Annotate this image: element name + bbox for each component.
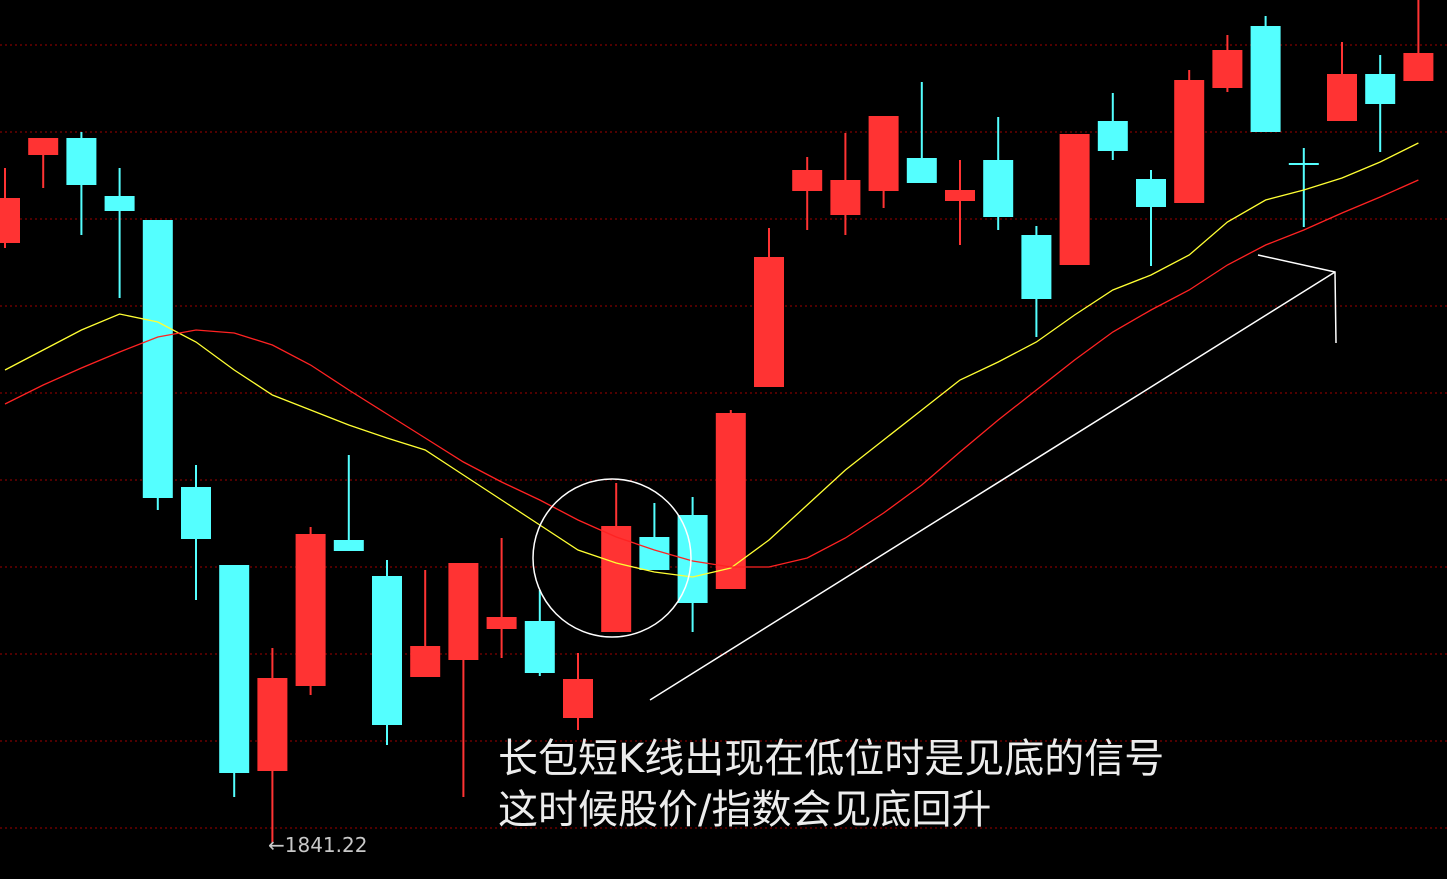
candle-body [983, 160, 1014, 217]
candle-body [754, 257, 784, 387]
candle-body [1250, 26, 1281, 132]
annotation: 这时候股价/指数会见底回升 [498, 787, 991, 833]
moving-average [4, 179, 1419, 568]
candle-body [104, 196, 135, 211]
candle-body [448, 563, 479, 660]
candle-body [906, 158, 937, 183]
candle-body [601, 526, 632, 632]
candle-body [1174, 80, 1205, 203]
candle-body [945, 190, 975, 201]
candle-body [677, 515, 708, 603]
candle-body [142, 220, 173, 498]
candle-body [1059, 134, 1090, 265]
highlight-circle [532, 478, 692, 638]
candle-body [257, 678, 288, 771]
moving-average [4, 142, 1419, 578]
plot-area [0, 0, 1434, 843]
candle-body [830, 180, 861, 215]
low-label: ←1841.22 [268, 833, 367, 857]
candle-body [1403, 53, 1434, 81]
candle-body [1097, 121, 1128, 151]
candle-body [1288, 163, 1319, 165]
candle-body [0, 198, 20, 243]
candle-body [219, 565, 250, 773]
candle-body [868, 116, 899, 191]
trend-arrow [649, 271, 1336, 701]
candle-body [1365, 74, 1396, 104]
candle-body [1212, 50, 1243, 88]
candle-body [1021, 235, 1052, 299]
candle-body [295, 534, 326, 686]
candle-body [486, 617, 517, 629]
candle-body [715, 413, 746, 589]
candle-body [372, 576, 402, 725]
candle-body [181, 487, 211, 539]
candle-body [563, 679, 593, 718]
candle-body [1136, 179, 1166, 207]
candle-body [66, 138, 97, 185]
arrow-head [1257, 254, 1337, 344]
candle-body [410, 646, 441, 677]
candle-body [1327, 74, 1357, 121]
candle-body [28, 138, 59, 155]
candle-body [792, 170, 823, 191]
annotation: 长包短K线出现在低位时是见底的信号 [498, 736, 1164, 782]
candle-body [333, 540, 364, 551]
candle-body [524, 621, 555, 673]
